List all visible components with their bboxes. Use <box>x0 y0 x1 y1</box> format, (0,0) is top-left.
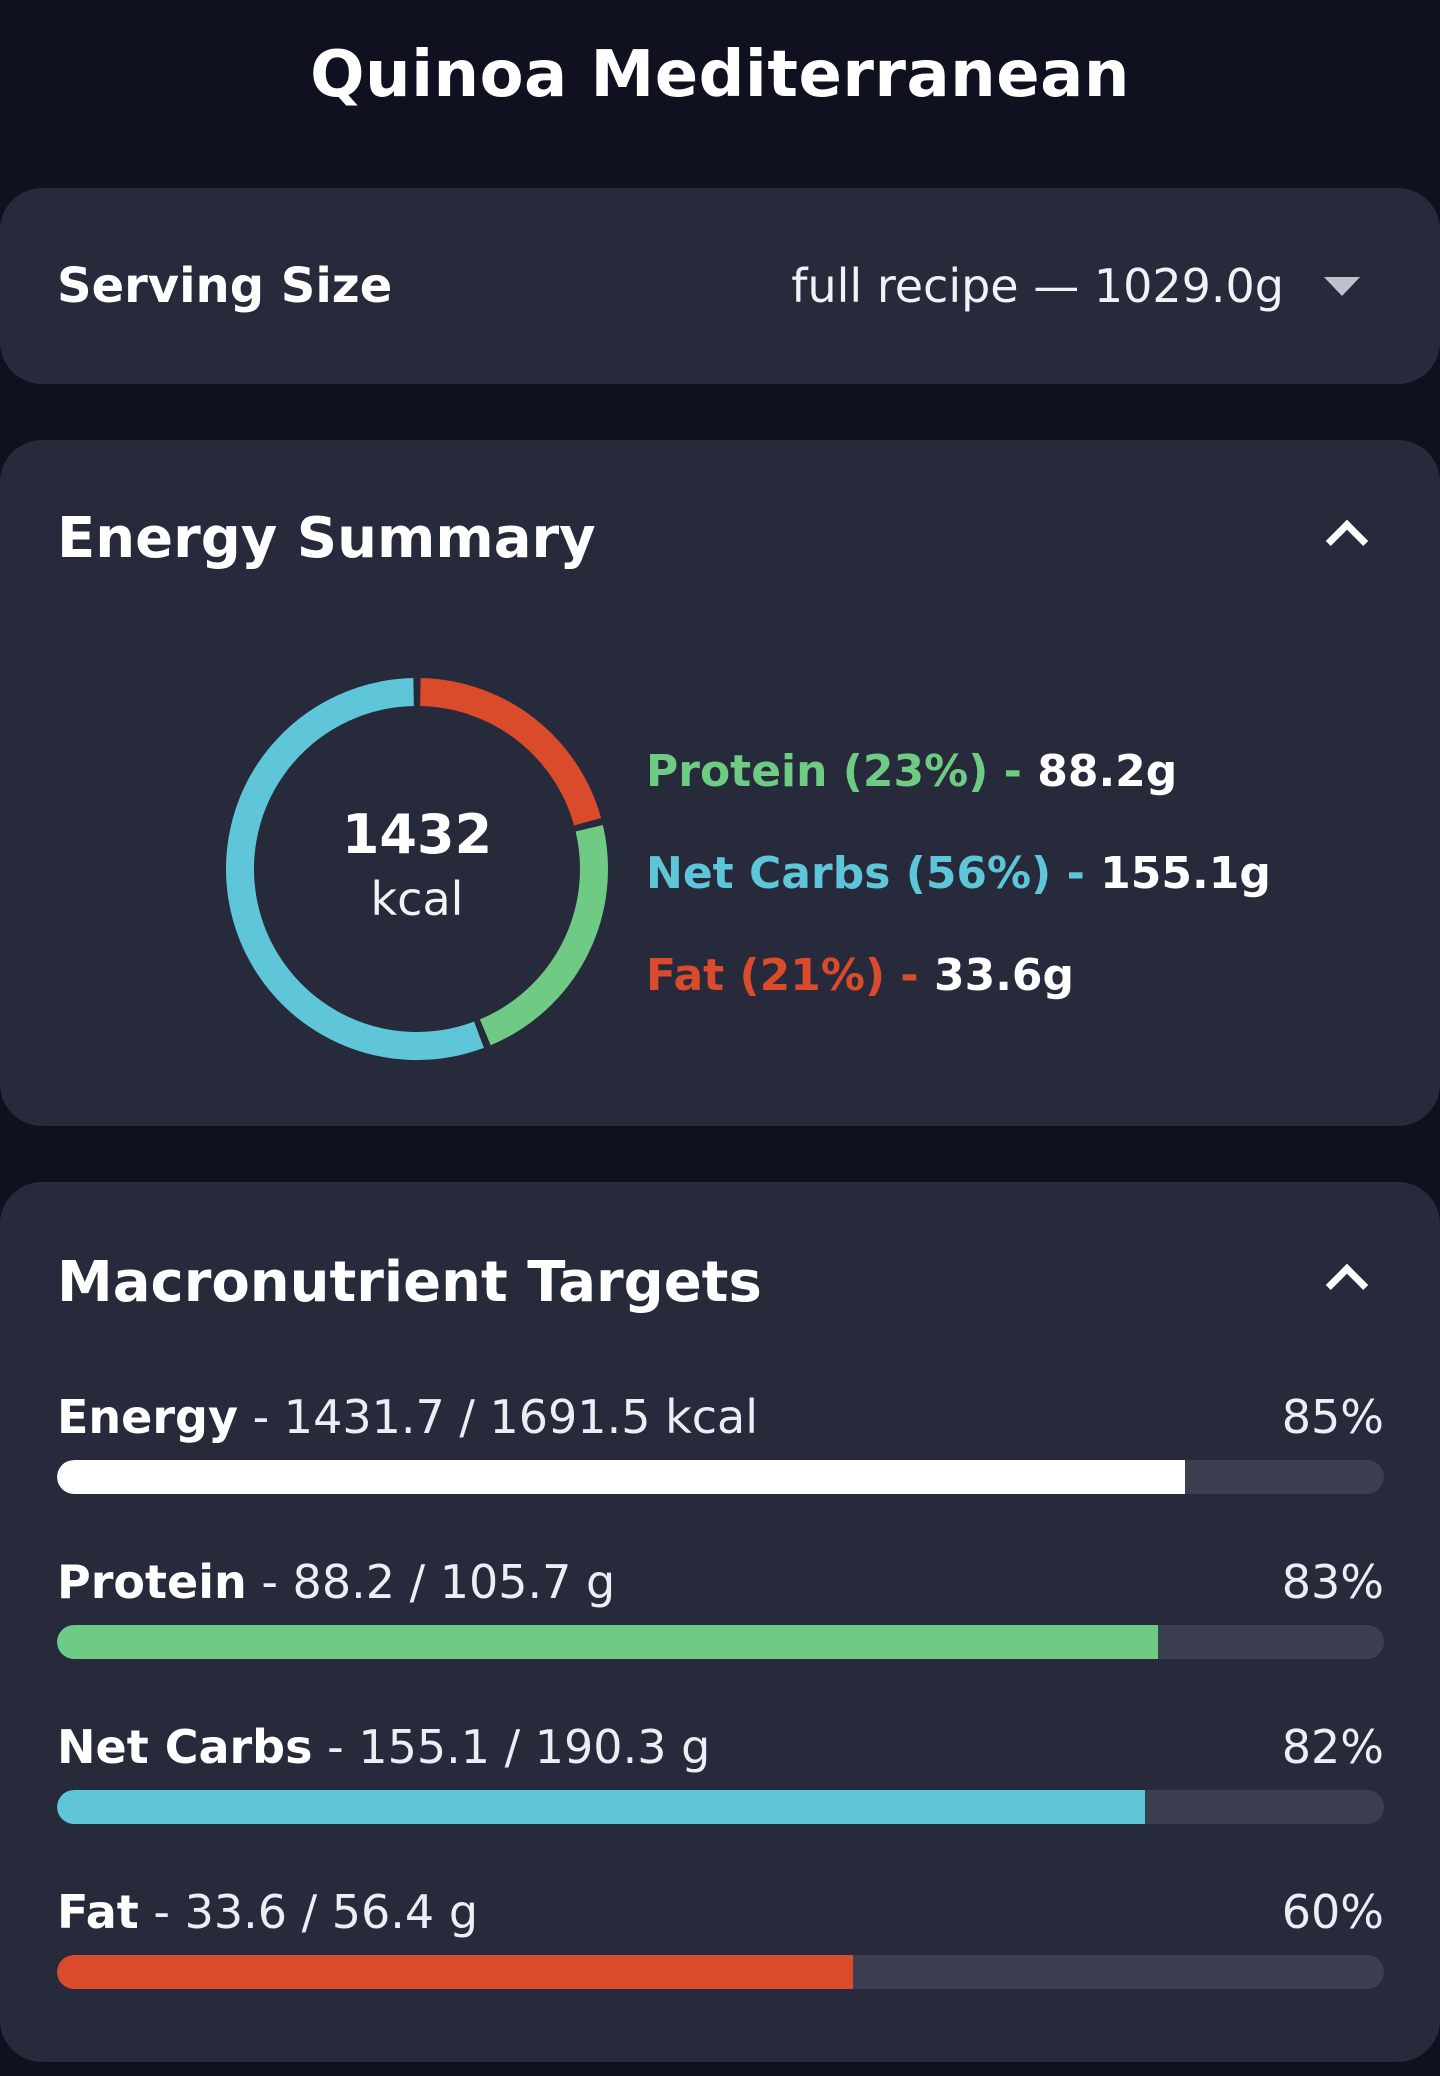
macronutrient-targets-card: Macronutrient Targets Energy - 1431.7 / … <box>0 1182 1440 2062</box>
target-energy-track <box>57 1460 1384 1494</box>
legend-net-carbs-amount: 155.1g <box>1100 848 1271 899</box>
target-protein: Protein - 88.2 / 105.7 g 83% <box>57 1547 1384 1659</box>
target-net-carbs-track <box>57 1790 1384 1824</box>
chevron-down-icon <box>1324 276 1360 296</box>
target-fat-percent: 60% <box>1281 1885 1384 1939</box>
target-energy-percent: 85% <box>1281 1390 1384 1444</box>
target-fat: Fat - 33.6 / 56.4 g 60% <box>57 1877 1384 1989</box>
target-protein-name: Protein <box>57 1555 247 1609</box>
donut-segment-net-carbs <box>226 678 484 1060</box>
target-net-carbs: Net Carbs - 155.1 / 190.3 g 82% <box>57 1712 1384 1824</box>
energy-summary-title: Energy Summary <box>57 506 596 571</box>
target-net-carbs-detail: - 155.1 / 190.3 g <box>312 1720 711 1774</box>
legend-protein-separator: - <box>988 746 1038 797</box>
serving-size-value: full recipe — 1029.0g <box>791 259 1284 313</box>
legend-net-carbs-label: Net Carbs (56%) <box>646 848 1052 899</box>
legend-net-carbs: Net Carbs (56%) - 155.1g <box>646 842 1271 944</box>
legend-protein: Protein (23%) - 88.2g <box>646 740 1271 842</box>
serving-size-select[interactable]: full recipe — 1029.0g <box>791 188 1360 384</box>
page-title: Quinoa Mediterranean <box>310 38 1130 112</box>
target-energy: Energy - 1431.7 / 1691.5 kcal 85% <box>57 1382 1384 1494</box>
target-net-carbs-percent: 82% <box>1281 1720 1384 1774</box>
kcal-unit: kcal <box>370 872 464 926</box>
legend-protein-amount: 88.2g <box>1037 746 1178 797</box>
legend-protein-label: Protein (23%) <box>646 746 989 797</box>
legend-net-carbs-separator: - <box>1051 848 1101 899</box>
target-net-carbs-fill <box>57 1790 1146 1824</box>
target-energy-fill <box>57 1460 1185 1494</box>
serving-size-card: Serving Size full recipe — 1029.0g <box>0 188 1440 384</box>
target-protein-percent: 83% <box>1281 1555 1384 1609</box>
macronutrient-targets-title: Macronutrient Targets <box>57 1250 762 1315</box>
donut-segment-protein <box>479 825 608 1046</box>
chevron-up-icon[interactable] <box>1325 519 1369 563</box>
legend-fat-amount: 33.6g <box>933 950 1075 1001</box>
target-protein-track <box>57 1625 1384 1659</box>
serving-size-label: Serving Size <box>57 258 393 314</box>
chevron-up-icon[interactable] <box>1325 1263 1369 1307</box>
legend-fat: Fat (21%) - 33.6g <box>646 944 1271 1046</box>
target-protein-fill <box>57 1625 1159 1659</box>
target-protein-detail: - 88.2 / 105.7 g <box>246 1555 616 1609</box>
energy-legend: Protein (23%) - 88.2g Net Carbs (56%) - … <box>646 740 1271 1046</box>
kcal-value: 1432 <box>341 803 493 866</box>
target-fat-name: Fat <box>57 1885 139 1939</box>
target-energy-detail: - 1431.7 / 1691.5 kcal <box>237 1390 758 1444</box>
target-fat-fill <box>57 1955 854 1989</box>
target-fat-track <box>57 1955 1384 1989</box>
target-energy-name: Energy <box>57 1390 238 1444</box>
legend-fat-label: Fat (21%) <box>646 950 886 1001</box>
target-net-carbs-name: Net Carbs <box>57 1720 313 1774</box>
target-fat-detail: - 33.6 / 56.4 g <box>138 1885 479 1939</box>
energy-donut-chart <box>226 678 608 1060</box>
donut-segment-fat <box>419 678 602 826</box>
energy-summary-card: Energy Summary 1432 kcal Protein (23%) -… <box>0 440 1440 1126</box>
donut-center: 1432 kcal <box>224 676 610 1062</box>
legend-fat-separator: - <box>885 950 934 1001</box>
